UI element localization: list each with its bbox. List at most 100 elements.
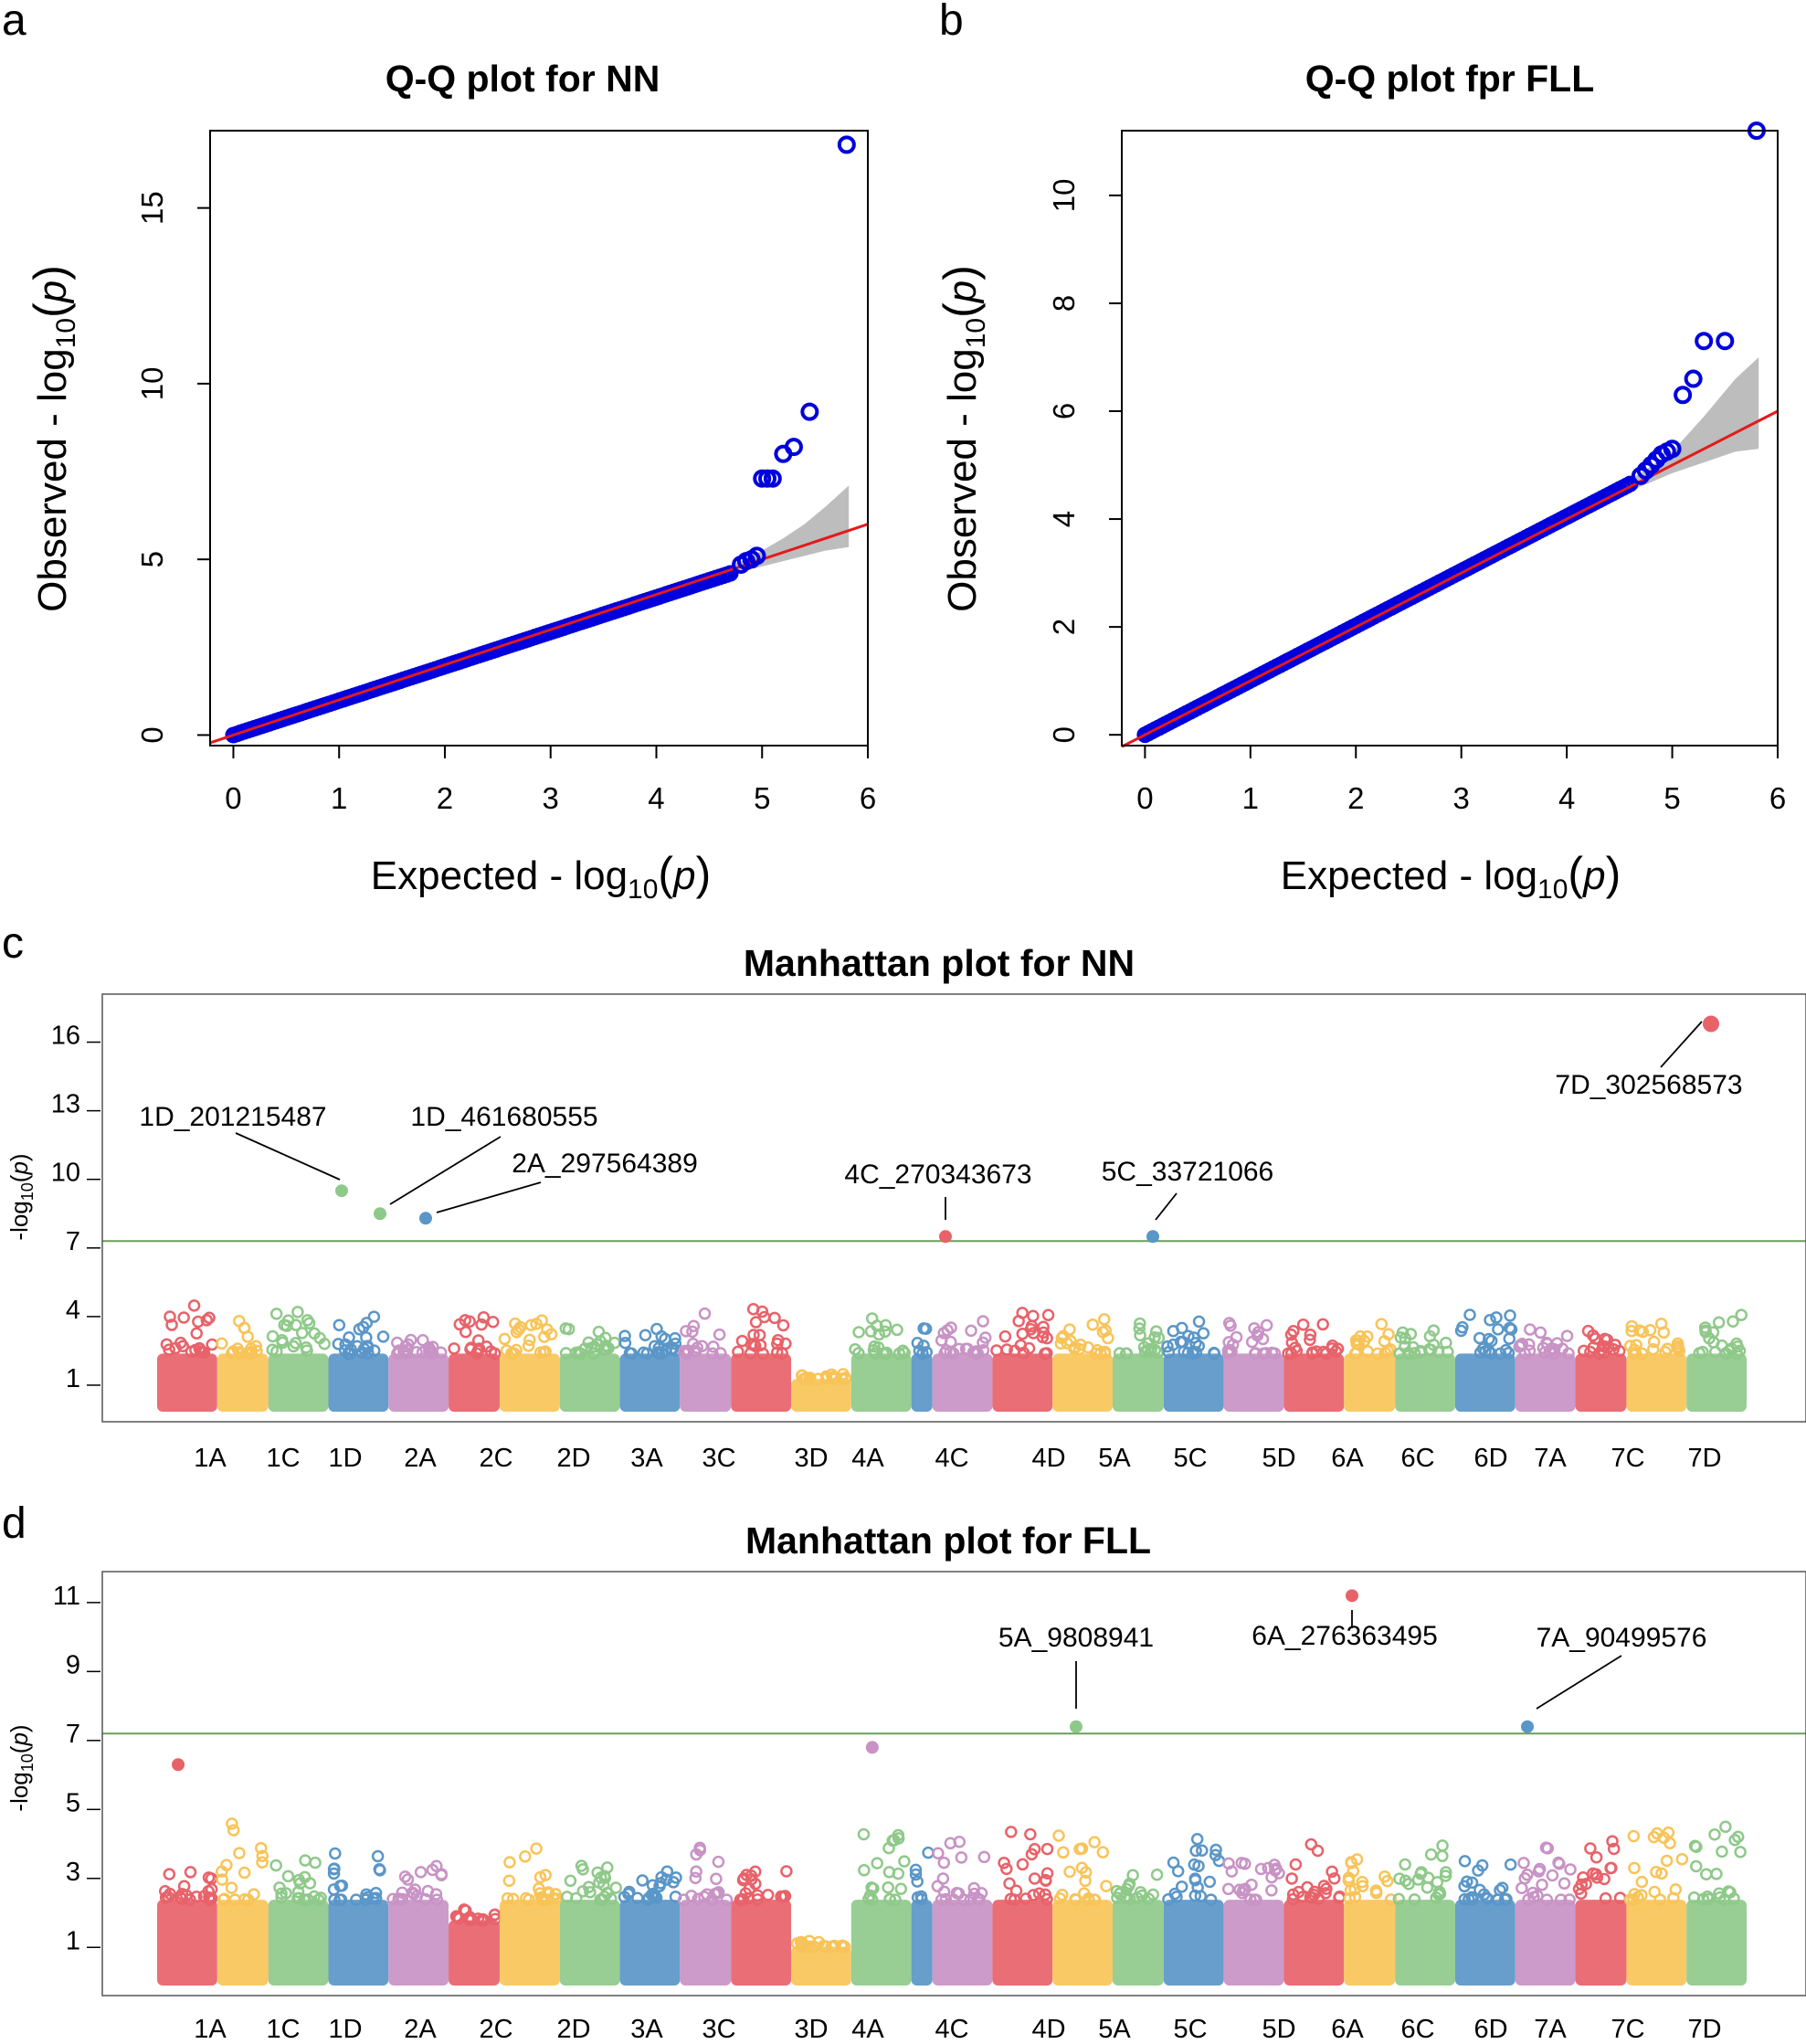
snp-point <box>1393 1872 1406 1885</box>
chromosome-label-2d: 2D <box>556 2015 590 2044</box>
snp-point <box>537 1346 550 1359</box>
snp-point <box>373 1863 386 1876</box>
snp-point <box>1025 1848 1039 1861</box>
qq-point <box>784 438 803 457</box>
snp-point <box>1495 1881 1509 1894</box>
snp-point <box>414 1866 428 1879</box>
snp-point <box>1728 1834 1741 1847</box>
snp-point <box>1342 1871 1356 1884</box>
snp-point <box>1189 1844 1202 1858</box>
snp-point <box>1196 1844 1209 1858</box>
snp-point <box>967 1887 981 1901</box>
chromosome-label-7d: 7D <box>1687 2015 1721 2044</box>
snp-point <box>706 1347 719 1360</box>
snp-point <box>1079 1874 1092 1888</box>
snp-point <box>811 1372 825 1385</box>
snp-point <box>1484 1313 1496 1327</box>
snp-point <box>418 1892 432 1906</box>
snp-point <box>690 1865 702 1878</box>
snp-point <box>637 1346 650 1360</box>
snp-point <box>867 1882 880 1895</box>
snp-point <box>1436 1849 1449 1863</box>
chromosome-block-5a <box>1052 1900 1113 1986</box>
snp-point <box>1209 1848 1222 1861</box>
y-tick-label: 0 <box>135 726 169 743</box>
snp-point <box>882 1866 896 1879</box>
snp-point <box>939 1892 953 1906</box>
y-tick-label: 16 <box>51 1022 80 1051</box>
snp-point <box>1625 1319 1639 1333</box>
qq-fll-xlabel-paren-close: ) <box>1606 848 1621 899</box>
snp-point <box>618 1329 631 1342</box>
chromosome-block-4d <box>992 1353 1053 1412</box>
snp-point <box>1607 1343 1621 1356</box>
snp-point <box>410 1345 423 1359</box>
chromosome-block-1a <box>157 1353 217 1412</box>
snp-point <box>1351 1334 1364 1348</box>
snp-point <box>1667 1891 1680 1905</box>
snp-point <box>1265 1346 1279 1360</box>
snp-point <box>1708 1827 1721 1841</box>
manhattan-fll-title: Manhattan plot for FLL <box>745 1520 1151 1562</box>
chromosome-label-2c: 2C <box>479 2015 512 2044</box>
manhattan-fll-marks <box>102 1589 1806 1986</box>
qq-nn-axes: 0 1 2 3 4 5 6 0 5 10 15 <box>135 191 876 815</box>
x-tick-label: 4 <box>1558 781 1575 815</box>
snp-point <box>761 1889 775 1901</box>
snp-point <box>291 1891 304 1905</box>
snp-point <box>585 1341 598 1354</box>
snp-point <box>510 1326 523 1339</box>
snp-point <box>1655 1867 1668 1880</box>
chromosome-block-2c <box>499 1353 560 1412</box>
snp-point <box>1000 1862 1013 1876</box>
snp-point <box>487 1316 500 1329</box>
snp-point <box>1134 1329 1146 1342</box>
snp-point <box>1316 1318 1329 1331</box>
chromosome-label-6c: 6C <box>1400 1444 1434 1473</box>
snp-point <box>1262 1861 1275 1875</box>
chromosome-block-6c <box>1395 1353 1455 1412</box>
snp-point <box>654 1877 667 1890</box>
chromosome-block-7b <box>1575 1353 1627 1412</box>
snp-point <box>343 1347 357 1361</box>
snp-point <box>735 1893 748 1906</box>
snp-point <box>233 1346 246 1359</box>
snp-point <box>1577 1871 1589 1884</box>
snp-point <box>1148 1330 1161 1344</box>
snp-point <box>1538 1346 1551 1359</box>
snp-point <box>1054 1337 1068 1350</box>
snp-point <box>1523 1344 1537 1358</box>
snp-point <box>163 1868 176 1880</box>
snp-point <box>756 1347 769 1361</box>
snp-point <box>753 1329 766 1341</box>
snp-point <box>1465 1890 1478 1904</box>
snp-point <box>292 1873 306 1887</box>
chromosome-label-7c: 7C <box>1611 2015 1644 2044</box>
chromosome-block-5b <box>1112 1353 1164 1412</box>
snp-point <box>249 1340 263 1353</box>
snp-point <box>1556 1342 1569 1355</box>
snp-point <box>1735 1308 1748 1321</box>
snp-point <box>1130 1891 1144 1904</box>
snp-point <box>376 1330 390 1343</box>
snp-point <box>1700 1868 1713 1881</box>
chromosome-block-3d <box>791 1946 851 1986</box>
qq-fll-ylabel-sub: 10 <box>961 318 991 348</box>
significant-snp-point <box>1146 1230 1159 1244</box>
snp-point <box>1599 1332 1611 1346</box>
snp-point <box>917 1322 930 1335</box>
snp-point <box>187 1299 201 1312</box>
snp-point <box>955 1851 968 1864</box>
y-tick-label: 3 <box>66 1858 80 1887</box>
snp-point <box>1040 1867 1054 1880</box>
snp-point <box>1249 1347 1262 1360</box>
snp-point <box>1688 1839 1702 1853</box>
snp-point <box>1384 1893 1398 1906</box>
snp-point <box>1734 1846 1747 1859</box>
snp-point <box>1142 1892 1156 1905</box>
snp-point <box>1224 1319 1237 1332</box>
snp-point <box>1650 1866 1663 1879</box>
snp-point <box>1702 1892 1716 1906</box>
snp-point <box>871 1857 883 1869</box>
chromosome-block-4d <box>992 1900 1053 1986</box>
